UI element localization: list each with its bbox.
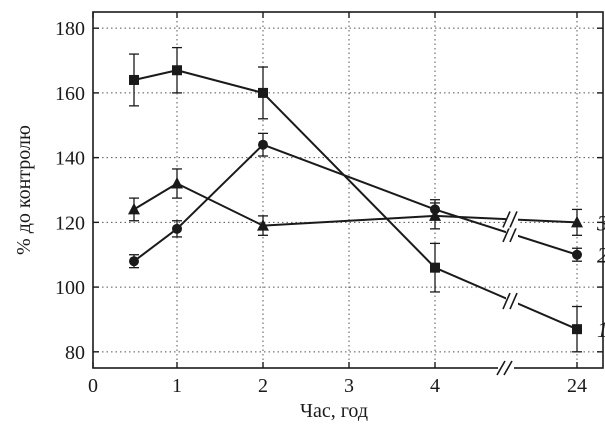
series-label: 3 xyxy=(596,210,605,235)
series-line-segment xyxy=(176,182,264,227)
series-label: 2 xyxy=(597,243,605,268)
x-tick-label: 0 xyxy=(88,375,98,397)
triangle-marker xyxy=(429,209,441,221)
series-break-mark xyxy=(502,292,511,310)
circle-marker xyxy=(572,249,582,260)
y-tick-label: 80 xyxy=(65,342,85,364)
series-line-segment xyxy=(133,69,178,81)
x-axis-break-mark xyxy=(496,360,506,376)
grid xyxy=(93,12,603,368)
series-line-segment xyxy=(176,69,264,94)
axis-ticks: 80 100 120 140 160 180 0 1 2 3 4 24 xyxy=(55,12,603,397)
plot-frame-rect xyxy=(92,11,604,369)
square-marker xyxy=(129,74,139,85)
x-tick-label: 2 xyxy=(258,375,268,397)
square-marker xyxy=(172,65,182,76)
triangle-marker xyxy=(571,215,583,228)
y-tick-label: 100 xyxy=(55,277,85,299)
series-2: 2 xyxy=(129,132,605,269)
series-break-mark xyxy=(509,292,518,310)
series-break-mark xyxy=(509,225,518,243)
y-tick-label: 140 xyxy=(55,148,85,170)
series-break-mark xyxy=(509,211,518,228)
series-line-segment xyxy=(262,92,436,269)
y-tick-label: 120 xyxy=(55,212,85,234)
triangle-marker xyxy=(171,177,183,189)
series-label: 1 xyxy=(597,317,605,342)
x-axis-break-mark xyxy=(503,360,513,376)
axis-labels: Час, год % до контролю xyxy=(13,125,368,422)
x-tick-label: 1 xyxy=(172,375,182,397)
series-layer: 1 2 3 xyxy=(128,46,605,353)
series-break-mark xyxy=(502,225,511,243)
x-tick-label: 3 xyxy=(344,375,354,397)
square-marker xyxy=(430,262,440,273)
y-tick-label: 160 xyxy=(55,83,85,105)
series-1: 1 xyxy=(129,46,605,353)
plot-frame xyxy=(92,11,604,369)
x-axis-label: Час, год xyxy=(300,400,368,422)
triangle-marker xyxy=(257,219,269,231)
circle-marker xyxy=(129,256,139,267)
triangle-marker xyxy=(128,202,140,215)
series-line-segment xyxy=(262,214,436,227)
series-line-segment xyxy=(133,228,178,262)
circle-marker xyxy=(172,223,182,234)
x-tick-label: 24 xyxy=(567,375,587,397)
circle-marker xyxy=(258,139,268,150)
y-axis-label: % до контролю xyxy=(13,125,35,255)
series-line-segment xyxy=(262,143,436,211)
axis-break-marks xyxy=(496,360,514,376)
y-tick-label: 180 xyxy=(55,18,85,40)
square-marker xyxy=(258,87,268,98)
series-line-segment xyxy=(176,143,264,230)
series-break-mark xyxy=(502,211,511,228)
x-tick-label: 4 xyxy=(430,375,440,397)
square-marker xyxy=(572,324,582,335)
series-3: 3 xyxy=(128,168,605,236)
series-line-segment xyxy=(133,182,178,211)
